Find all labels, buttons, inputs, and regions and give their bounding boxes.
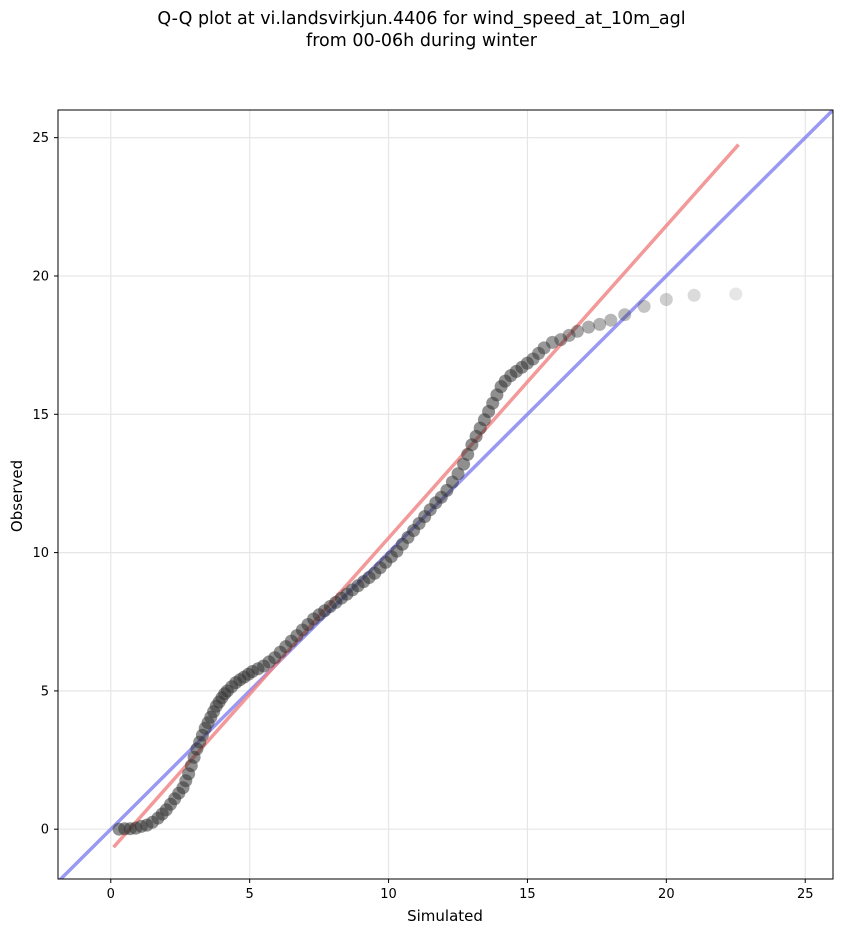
y-tick-label: 15 (32, 408, 49, 423)
x-tick-label: 15 (519, 887, 536, 902)
qq-point (618, 308, 632, 322)
qq-point (659, 293, 673, 306)
x-tick-label: 20 (658, 887, 675, 902)
qq-point (582, 320, 596, 334)
plot-frame (57, 109, 834, 880)
y-axis-label: Observed (8, 460, 26, 532)
x-tick-label: 5 (246, 887, 254, 902)
qq-point (562, 328, 576, 342)
axes-layer: 0 5 10 15 20 25 0 5 10 15 20 25 (32, 109, 834, 902)
qq-point (570, 324, 584, 338)
y-tick-label: 0 (41, 823, 49, 838)
qq-point (457, 457, 471, 471)
y-tick-label: 5 (41, 684, 49, 699)
qq-point (554, 333, 568, 347)
x-axis-label: Simulated (407, 907, 483, 925)
qq-point (461, 447, 475, 461)
x-tick-label: 25 (797, 887, 814, 902)
y-tick-label: 20 (32, 269, 49, 284)
qq-point (729, 287, 743, 301)
x-tick-label: 0 (107, 887, 115, 902)
grid-layer (58, 110, 833, 879)
qq-point (593, 317, 607, 331)
qq-point (687, 288, 701, 302)
y-tick-label: 25 (32, 131, 49, 146)
qq-point (637, 299, 651, 313)
points-layer (112, 287, 743, 836)
qq-point (604, 313, 618, 327)
qq-point (537, 341, 551, 355)
qq-point (451, 467, 465, 481)
chart-title: Q-Q plot at vi.landsvirkjun.4406 for win… (0, 8, 843, 52)
x-tick-label: 10 (380, 887, 397, 902)
chart-title-line2: from 00-06h during winter (306, 31, 537, 51)
chart-title-line1: Q-Q plot at vi.landsvirkjun.4406 for win… (157, 9, 686, 29)
qq-point (545, 335, 559, 349)
y-tick-label: 10 (32, 546, 49, 561)
fit-line (112, 143, 740, 849)
